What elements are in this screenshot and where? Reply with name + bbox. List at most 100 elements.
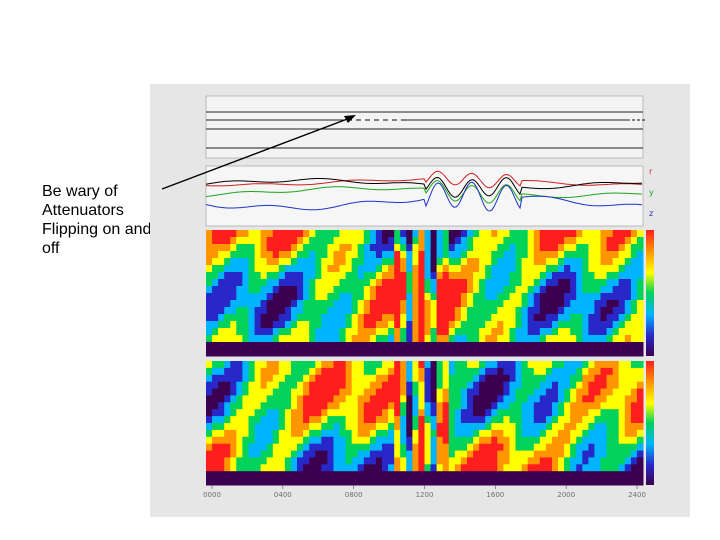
heatmap-cell [564, 328, 571, 336]
heatmap-cell [206, 349, 213, 357]
heatmap-cell [291, 314, 298, 322]
heatmap-cell [473, 349, 480, 357]
heatmap-cell [618, 402, 626, 410]
heatmap-cell [497, 237, 504, 245]
heatmap-cell [606, 300, 614, 308]
heatmap-cell [509, 457, 517, 465]
heatmap-cell [600, 279, 608, 287]
heatmap-cell [558, 402, 565, 410]
heatmap-cell [600, 457, 608, 465]
heatmap-cell [345, 349, 353, 357]
heatmap-cell [242, 349, 249, 357]
heatmap-cell [503, 237, 510, 245]
heatmap-cell [442, 464, 450, 472]
heatmap-cell [345, 279, 353, 287]
heatmap-cell [430, 388, 438, 396]
heatmap-cell [473, 258, 480, 266]
heatmap-cell [636, 464, 644, 472]
heatmap-cell [260, 272, 268, 280]
heatmap-cell [515, 457, 523, 465]
heatmap-cell [618, 450, 626, 458]
heatmap-cell [460, 464, 468, 472]
heatmap-cell [388, 457, 395, 465]
heatmap-cell [206, 300, 213, 308]
heatmap-cell [618, 436, 626, 445]
heatmap-cell [412, 258, 419, 266]
x-tick-label: 0000 [203, 491, 221, 499]
heatmap-cell [497, 342, 504, 350]
heatmap-cell [400, 395, 407, 403]
heatmap-cell [388, 395, 395, 403]
heatmap-cell [400, 265, 407, 273]
heatmap-cell [242, 321, 249, 329]
heatmap-cell [218, 251, 225, 259]
heatmap-cell [284, 286, 292, 294]
heatmap-cell [284, 314, 292, 322]
heatmap-cell [388, 409, 395, 417]
heatmap-cell [212, 374, 219, 383]
heatmap-cell [412, 251, 419, 259]
heatmap-cell [260, 293, 268, 301]
heatmap-cell [473, 409, 480, 417]
heatmap-cell [278, 230, 286, 238]
heatmap-cell [588, 279, 595, 287]
heatmap-cell [339, 307, 347, 315]
heatmap-cell [460, 342, 468, 350]
heatmap-cell [218, 402, 225, 410]
heatmap-cell [448, 258, 456, 266]
heatmap-cell [327, 457, 334, 465]
heatmap-cell [600, 478, 608, 486]
heatmap-cell [424, 230, 432, 238]
heatmap-cell [388, 237, 395, 245]
heatmap-cell [339, 286, 347, 294]
heatmap-cell [260, 388, 268, 396]
heatmap-cell [206, 429, 213, 438]
heatmap-cell [442, 314, 450, 322]
heatmap-cell [339, 464, 347, 472]
heatmap-cell [442, 300, 450, 308]
heatmap-cell [448, 402, 456, 410]
heatmap-cell [266, 349, 274, 357]
heatmap-cell [309, 265, 316, 273]
heatmap-cell [418, 395, 425, 403]
heatmap-cell [630, 307, 638, 315]
heatmap-cell [473, 443, 480, 452]
heatmap-cell [406, 381, 413, 390]
heatmap-cell [218, 230, 225, 238]
heatmap-cell [479, 395, 486, 403]
heatmap-cell [503, 342, 510, 350]
heatmap-cell [509, 450, 517, 458]
heatmap-cell [527, 293, 535, 301]
heatmap-cell [430, 286, 438, 294]
heatmap-cell [497, 423, 504, 431]
heatmap-cell [552, 321, 559, 329]
heatmap-cell [315, 230, 322, 238]
heatmap-cell [260, 279, 268, 287]
heatmap-cell [272, 314, 280, 322]
heatmap-cell [291, 443, 298, 452]
heatmap-cell [388, 450, 395, 458]
heatmap-cell [533, 381, 541, 390]
heatmap-cell [473, 388, 480, 396]
heatmap-cell [509, 307, 517, 315]
heatmap-cell [503, 457, 510, 465]
heatmap-cell [576, 402, 583, 410]
heatmap-cell [539, 395, 547, 403]
heatmap-cell [236, 478, 243, 486]
heatmap-cell [467, 457, 474, 465]
heatmap-cell [594, 402, 601, 410]
heatmap-cell [424, 388, 432, 396]
heatmap-cell [606, 395, 614, 403]
heatmap-cell [357, 457, 365, 465]
heatmap-cell [254, 321, 262, 329]
heatmap-cell [254, 335, 262, 343]
heatmap-cell [430, 265, 438, 273]
heatmap-cell [588, 300, 595, 308]
heatmap-cell [533, 251, 541, 259]
heatmap-cell [303, 279, 310, 287]
heatmap-cell [436, 286, 444, 294]
heatmap-cell [230, 321, 237, 329]
heatmap-cell [333, 409, 341, 417]
heatmap-cell [339, 328, 347, 336]
heatmap-cell [272, 293, 280, 301]
